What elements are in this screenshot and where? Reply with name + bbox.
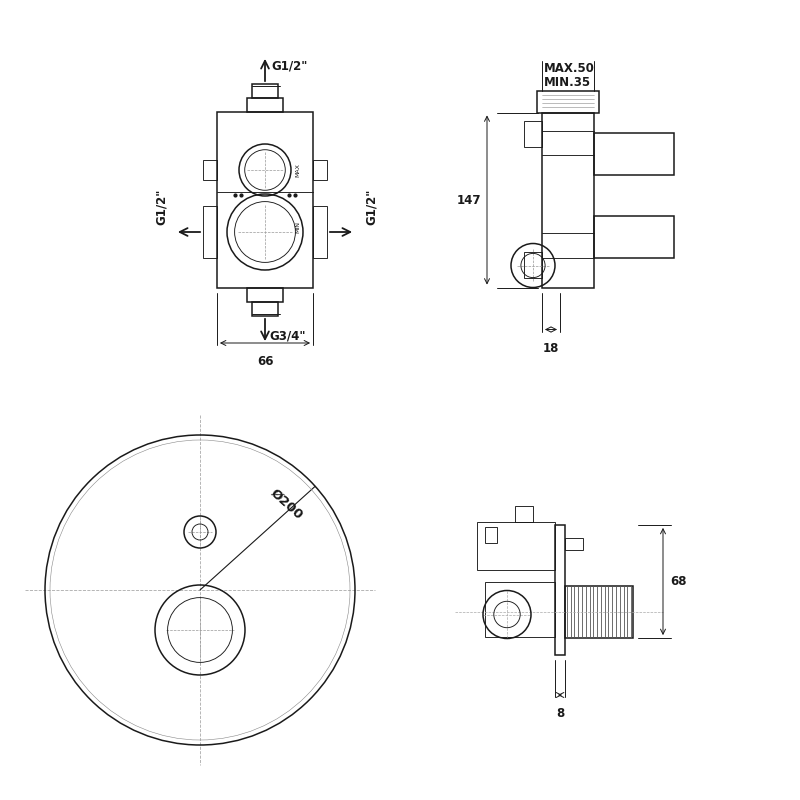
- Text: MIN: MIN: [295, 221, 300, 233]
- Bar: [252, 302, 278, 316]
- Bar: [485, 527, 497, 543]
- Text: 18: 18: [543, 342, 559, 354]
- Text: 8: 8: [556, 707, 564, 720]
- Bar: [537, 90, 599, 113]
- Bar: [524, 251, 542, 278]
- Bar: [555, 525, 565, 655]
- Text: MAX.50: MAX.50: [544, 62, 595, 75]
- Text: MIN.35: MIN.35: [544, 76, 591, 89]
- Text: 147: 147: [457, 194, 481, 206]
- Text: Ø200: Ø200: [268, 486, 306, 522]
- Bar: [247, 98, 283, 112]
- Bar: [542, 113, 594, 287]
- Bar: [565, 538, 583, 550]
- Bar: [252, 84, 278, 98]
- Bar: [313, 160, 327, 180]
- Bar: [217, 112, 313, 288]
- Bar: [203, 206, 217, 258]
- Text: G1/2": G1/2": [271, 59, 307, 73]
- Text: 68: 68: [670, 575, 687, 588]
- Bar: [565, 586, 633, 638]
- Bar: [524, 121, 542, 146]
- Bar: [485, 582, 555, 637]
- Bar: [594, 133, 674, 174]
- Bar: [594, 215, 674, 258]
- Bar: [247, 288, 283, 302]
- Bar: [313, 206, 327, 258]
- Text: G3/4": G3/4": [269, 330, 306, 342]
- Text: G1/2": G1/2": [154, 189, 167, 225]
- Text: 66: 66: [257, 355, 274, 368]
- Bar: [515, 506, 533, 522]
- Bar: [203, 160, 217, 180]
- Text: G1/2": G1/2": [365, 189, 378, 225]
- Text: MAX: MAX: [295, 163, 300, 177]
- Bar: [477, 522, 555, 570]
